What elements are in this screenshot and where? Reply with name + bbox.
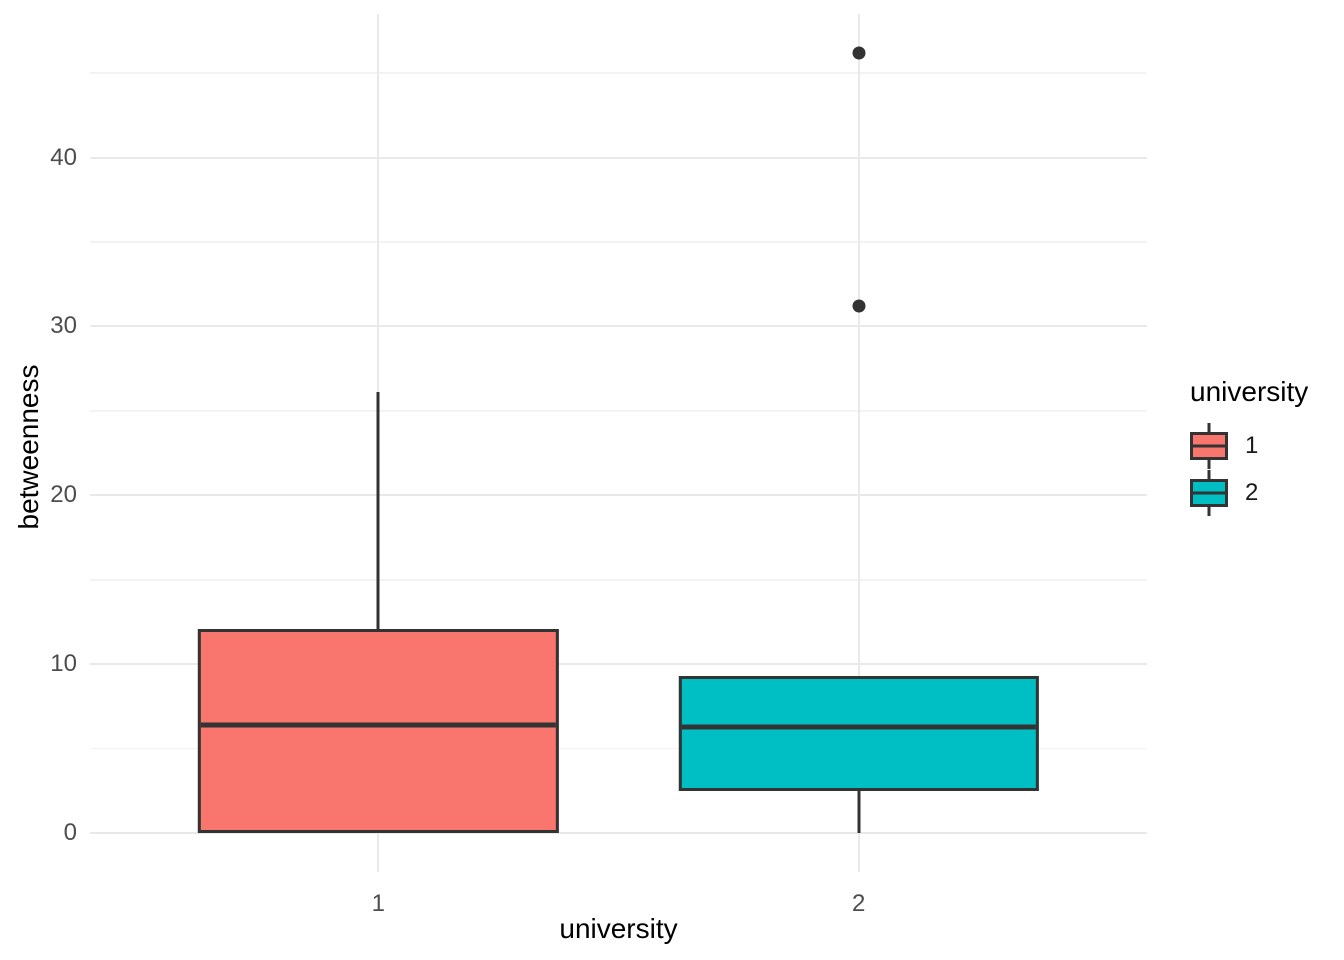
box-2 [678,676,1039,791]
legend-title: university [1190,376,1309,407]
upper-whisker [376,392,380,629]
legend-label: 1 [1245,431,1259,459]
y-tick-label: 10 [50,650,77,678]
median-line [681,724,1036,730]
legend-entry: 1 [1190,422,1308,469]
legend-key-boxplot-icon [1190,469,1228,516]
median-line [201,722,556,728]
major-gridline [90,325,1147,328]
major-gridline [90,156,1147,159]
y-tick-label: 0 [63,819,77,847]
minor-gridline [90,410,1147,412]
box-1 [198,628,559,834]
x-tick-label: 1 [371,890,385,917]
plot-panel [90,14,1147,872]
major-gridline [90,663,1147,666]
y-tick-label: 20 [50,481,77,509]
y-tick-label: 30 [50,312,77,340]
x-axis-title: university [559,913,678,944]
legend-key-boxplot-icon [1190,422,1228,469]
legend-key-median [1193,491,1225,494]
minor-gridline [90,747,1147,750]
legend-label: 2 [1245,478,1259,506]
major-gridline [857,14,860,872]
lower-whisker [857,790,861,834]
legend-key-median [1193,444,1225,447]
minor-gridline [90,241,1147,243]
minor-gridline [90,72,1147,74]
major-gridline [90,832,1147,835]
y-tick-label: 40 [50,143,77,171]
legend-entry: 2 [1190,469,1308,516]
x-tick-label: 2 [852,890,866,917]
major-gridline [90,494,1147,497]
outlier-point [852,46,866,60]
outlier-point [852,299,866,313]
minor-gridline [90,579,1147,581]
